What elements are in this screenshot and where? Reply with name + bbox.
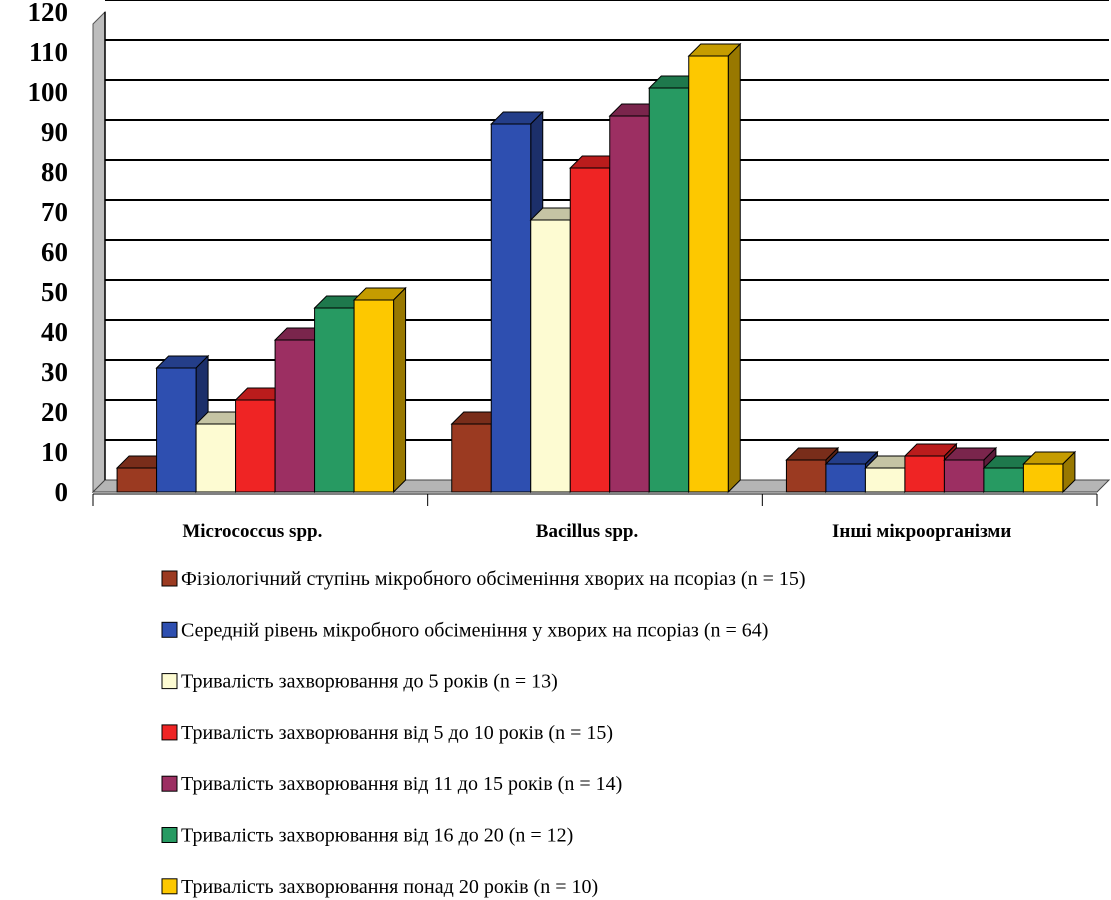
side-wall	[92, 10, 106, 494]
y-tick-label: 60	[41, 237, 68, 267]
bar	[195, 423, 237, 493]
x-category-label: Micrococcus spp.	[182, 521, 322, 542]
y-tick-label: 0	[55, 477, 69, 507]
y-tick-label: 40	[41, 317, 68, 347]
x-category-label: Bacillus spp.	[536, 521, 638, 542]
bar	[451, 423, 492, 493]
y-tick-label: 50	[41, 277, 68, 307]
bar	[609, 115, 650, 493]
bar	[490, 123, 532, 493]
legend-swatch	[161, 878, 178, 895]
legend-entry: Тривалість захворювання від 5 до 10 рокі…	[181, 722, 613, 744]
legend-entry: Тривалість захворювання понад 20 років (…	[181, 876, 598, 898]
legend-swatch	[161, 724, 178, 741]
bar-side	[393, 286, 407, 494]
bar	[274, 339, 316, 493]
bar	[314, 307, 355, 493]
y-tick-label: 100	[28, 77, 69, 107]
legend-swatch	[161, 570, 178, 587]
legend-entry: Тривалість захворювання до 5 років (n = …	[181, 671, 558, 693]
bar	[825, 463, 866, 493]
y-tick-label: 110	[29, 37, 68, 67]
bar	[116, 467, 158, 493]
bar	[688, 55, 729, 493]
bar	[530, 219, 571, 493]
bar	[864, 467, 906, 493]
bar	[983, 467, 1024, 493]
legend-entry: Тривалість захворювання від 11 до 15 рок…	[181, 773, 622, 795]
x-category-label: Інші мікроорганізми	[832, 521, 1011, 542]
y-tick-label: 10	[41, 437, 68, 467]
y-tick-label: 120	[28, 0, 69, 27]
legend-swatch	[161, 673, 178, 690]
y-tick-label: 30	[41, 357, 68, 387]
bar	[943, 459, 985, 493]
bar	[785, 459, 827, 493]
bar	[235, 399, 276, 493]
bar	[904, 455, 945, 493]
bar-side	[727, 42, 741, 494]
bar	[569, 167, 611, 493]
legend-entry: Середній рівень мікробного обсіменіння у…	[181, 619, 768, 641]
y-tick-label: 90	[41, 117, 68, 147]
legend-entry: Тривалість захворювання від 16 до 20 (n …	[181, 825, 573, 847]
y-tick-label: 80	[41, 157, 68, 187]
bar	[156, 367, 197, 493]
bar	[1022, 463, 1064, 493]
y-tick-label: 70	[41, 197, 68, 227]
bar	[353, 299, 395, 493]
legend-swatch	[161, 621, 178, 638]
legend-entry: Фізіологічний ступінь мікробного обсімен…	[181, 568, 806, 590]
bar	[648, 87, 690, 493]
y-tick-label: 20	[41, 397, 68, 427]
legend-swatch	[161, 827, 178, 843]
legend-swatch	[161, 775, 178, 792]
